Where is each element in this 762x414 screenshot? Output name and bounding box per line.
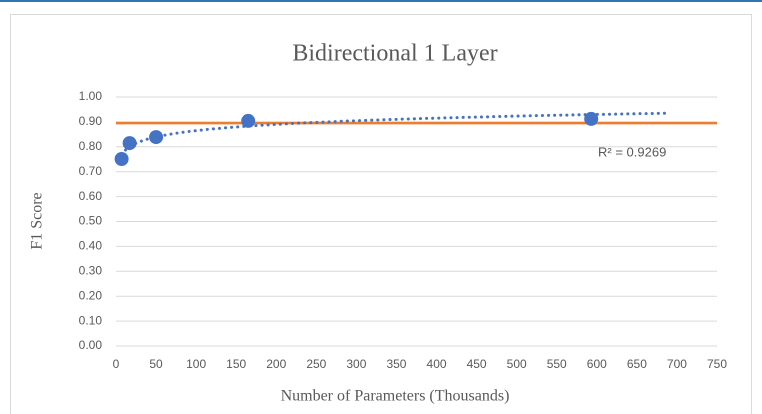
y-tick-label: 0.80 <box>79 139 103 153</box>
x-tick-label: 50 <box>149 357 163 371</box>
x-tick-label: 700 <box>667 357 687 371</box>
x-tick-label: 750 <box>707 357 727 371</box>
x-tick-label: 550 <box>547 357 567 371</box>
trendline <box>120 111 667 157</box>
y-tick-label: 0.60 <box>79 189 103 203</box>
chart-frame <box>10 14 752 414</box>
y-tick-label: 0.70 <box>79 164 103 178</box>
x-tick-label: 100 <box>186 357 206 371</box>
x-tick-label: 150 <box>226 357 246 371</box>
data-point <box>584 111 599 126</box>
y-tick-label: 0.50 <box>79 214 103 228</box>
top-rule <box>0 0 762 2</box>
y-tick-label: 0.20 <box>79 288 103 302</box>
x-tick-label: 450 <box>467 357 487 371</box>
y-tick-label: 0.00 <box>79 338 103 352</box>
r-squared: R² = 0.9269 <box>598 144 666 159</box>
x-tick-label: 0 <box>113 357 120 371</box>
x-tick-label: 650 <box>627 357 647 371</box>
data-point <box>149 130 164 145</box>
x-tick-label: 250 <box>306 357 326 371</box>
y-tick-label: 0.10 <box>79 313 103 327</box>
x-axis-label: Number of Parameters (Thousands) <box>281 388 510 405</box>
x-tick-label: 200 <box>266 357 286 371</box>
chart-title: Bidirectional 1 Layer <box>292 41 497 67</box>
x-tick-label: 600 <box>587 357 607 371</box>
x-tick-label: 400 <box>427 357 447 371</box>
y-tick-label: 0.30 <box>79 263 103 277</box>
data-point <box>122 136 137 151</box>
data-point <box>114 152 129 167</box>
y-tick-label: 1.00 <box>79 89 103 103</box>
x-tick-label: 350 <box>386 357 406 371</box>
y-axis-label: F1 Score <box>29 192 46 249</box>
y-tick-label: 0.40 <box>79 239 103 253</box>
data-point <box>241 113 256 128</box>
y-tick-label: 0.90 <box>79 114 103 128</box>
x-tick-label: 300 <box>346 357 366 371</box>
x-tick-label: 500 <box>507 357 527 371</box>
